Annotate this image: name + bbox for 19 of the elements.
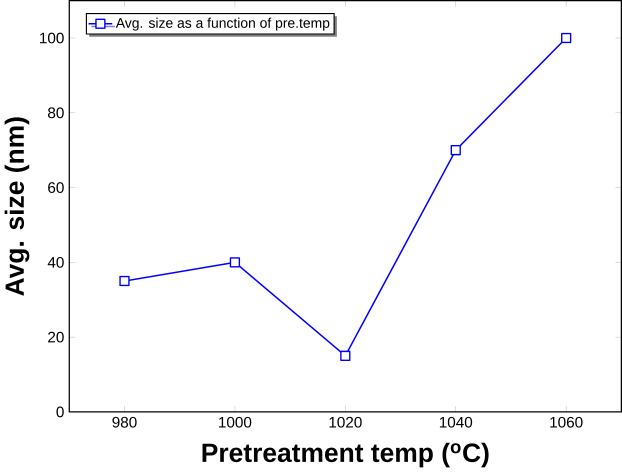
y-tick-label: 40: [48, 256, 64, 268]
point: [561, 32, 572, 44]
y-tick-label: 80: [48, 107, 64, 118]
point: [340, 350, 350, 361]
y-tick-label: 60: [48, 182, 64, 193]
x-tick-label: 1020: [329, 416, 362, 428]
point: [450, 145, 461, 156]
y-tick-label: 20: [48, 332, 64, 343]
x-tick-label: 1000: [219, 416, 252, 428]
y-tick-label: 0: [56, 406, 64, 418]
y-axis-title: Avg. size (nm): [4, 117, 30, 296]
x-tick-label: 1060: [550, 416, 583, 428]
legend-label: Avg. size as a function of pre.temp: [116, 18, 330, 31]
y-tick-label: 100: [40, 32, 64, 44]
point: [230, 257, 240, 268]
x-tick-label: 1040: [440, 416, 472, 428]
x-axis-title: Pretreatment temp ($^{o}$C): [202, 442, 489, 468]
x-tick-label: 980: [112, 416, 137, 428]
point: [119, 276, 130, 286]
